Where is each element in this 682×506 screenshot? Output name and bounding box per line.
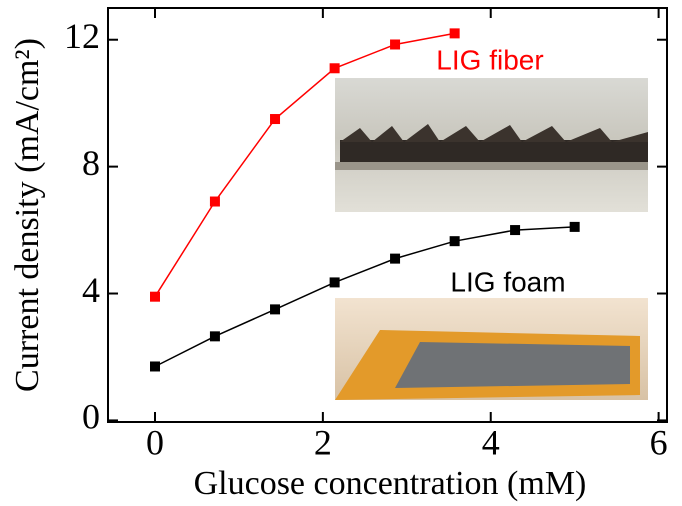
data-point <box>270 304 280 314</box>
data-point <box>270 114 280 124</box>
x-tick-label: 2 <box>314 422 332 462</box>
data-point <box>210 197 220 207</box>
data-point <box>150 361 160 371</box>
data-point <box>330 63 340 73</box>
x-axis-title: Glucose concentration (mM) <box>194 465 587 502</box>
chart: Glucose concentration (mM) Current densi… <box>0 0 682 506</box>
series-label: LIG foam <box>450 266 565 297</box>
data-point <box>150 292 160 302</box>
page: {"chart_data": {"type": "line", "xlabel"… <box>0 0 682 506</box>
data-point <box>330 277 340 287</box>
data-point <box>210 331 220 341</box>
y-tick-label: 8 <box>82 143 100 183</box>
data-point <box>450 28 460 38</box>
data-point <box>570 222 580 232</box>
fiber-photo <box>335 78 648 212</box>
data-point <box>390 254 400 264</box>
x-tick-label: 4 <box>482 422 500 462</box>
data-point <box>390 39 400 49</box>
data-point <box>450 236 460 246</box>
y-tick-label: 4 <box>82 270 100 310</box>
data-point <box>510 225 520 235</box>
y-tick-label: 12 <box>64 16 100 56</box>
series-label: LIG fiber <box>436 44 543 75</box>
y-axis-title: Current density (mA/cm²) <box>9 38 46 392</box>
x-tick-label: 0 <box>146 422 164 462</box>
y-tick-label: 0 <box>82 397 100 437</box>
foam-photo <box>335 298 648 400</box>
x-tick-label: 6 <box>650 422 668 462</box>
